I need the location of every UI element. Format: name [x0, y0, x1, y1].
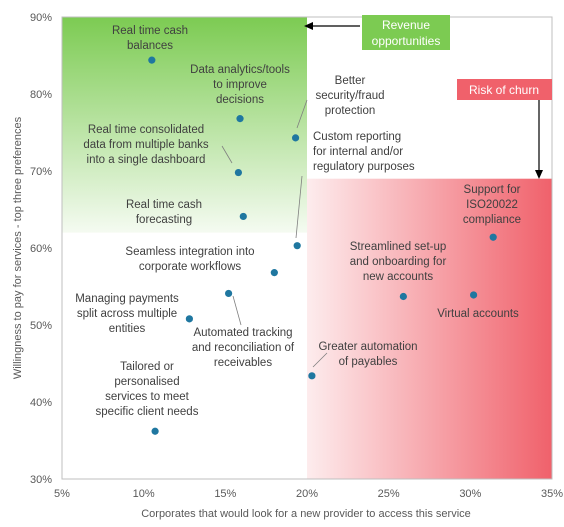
y-axis-title: Willingness to pay for services - top th…	[12, 116, 24, 379]
x-tick-label: 5%	[54, 488, 70, 500]
scatter-point	[293, 242, 301, 250]
point-label: Seamless integration into corporate workf…	[125, 246, 254, 273]
leader-line	[221, 145, 233, 164]
point-label: Data analytics/tools to improve decisions	[190, 64, 290, 106]
callout-churn-label: Risk of churn	[469, 83, 539, 97]
x-tick-label: 15%	[214, 488, 236, 500]
y-tick-label: 90%	[30, 12, 52, 24]
x-tick-label: 10%	[133, 488, 155, 500]
scatter-point	[239, 212, 247, 221]
point-label: Support for ISO20022 compliance	[463, 184, 521, 226]
scatter-point	[489, 233, 497, 241]
y-tick-label: 70%	[30, 166, 52, 178]
y-tick-label: 80%	[30, 89, 52, 101]
scatter-point	[234, 168, 242, 177]
scatter-point	[308, 372, 316, 380]
scatter-point	[151, 427, 159, 435]
data-points	[148, 56, 497, 435]
point-label: Real time cash forecasting	[126, 199, 202, 226]
y-tick-label: 50%	[30, 320, 52, 332]
x-axis-ticks: 5% 10% 15% 20% 25% 30% 35%	[54, 488, 563, 500]
point-label: Real time cash balances	[112, 25, 188, 52]
callout-risk-of-churn: Risk of churn	[457, 79, 552, 179]
point-label: Streamlined set-up and onboarding for new …	[350, 241, 447, 283]
x-tick-label: 35%	[541, 488, 563, 500]
y-tick-label: 60%	[30, 243, 52, 255]
point-label: Managing payments split across multiple en…	[75, 293, 179, 335]
scatter-point	[236, 115, 244, 123]
point-label: Better security/fraud protection	[315, 75, 384, 117]
leader-line	[232, 295, 242, 326]
callout-revenue-opportunities: Revenue opportunities	[304, 15, 450, 50]
x-tick-label: 30%	[459, 488, 481, 500]
y-axis-ticks: 30% 40% 50% 60% 70% 80% 90%	[30, 12, 52, 486]
scatter-point	[185, 315, 193, 323]
point-label: Automated tracking and reconciliation of r…	[192, 327, 295, 369]
point-label: Virtual accounts	[437, 308, 519, 320]
leader-line	[295, 175, 303, 239]
point-label: Greater automation of payables	[318, 341, 417, 368]
region-revenue-opportunities	[62, 17, 307, 233]
point-label: Real time consolidated data from multiple…	[83, 124, 209, 166]
x-tick-label: 20%	[296, 488, 318, 500]
x-axis-title: Corporates that would look for a new pro…	[141, 508, 471, 520]
y-tick-label: 40%	[30, 397, 52, 409]
leader-line	[296, 99, 308, 129]
scatter-point	[291, 134, 300, 142]
point-label: Tailored or personalised services to meet s…	[96, 361, 199, 418]
scatter-point	[270, 269, 278, 277]
scatter-point	[470, 291, 478, 299]
x-tick-label: 25%	[378, 488, 400, 500]
leader-line	[312, 352, 328, 368]
point-label: Custom reporting for internal and/or regul…	[313, 131, 415, 173]
callout-revenue-line-2: opportunities	[372, 34, 441, 48]
scatter-point	[225, 289, 233, 298]
callout-revenue-line-1: Revenue	[382, 18, 430, 32]
scatter-point	[148, 56, 156, 64]
plot-area-border	[61, 16, 553, 480]
y-tick-label: 30%	[30, 474, 52, 486]
region-risk-of-churn	[307, 178, 552, 479]
leader-lines	[221, 99, 328, 368]
scatter-point	[399, 292, 407, 301]
